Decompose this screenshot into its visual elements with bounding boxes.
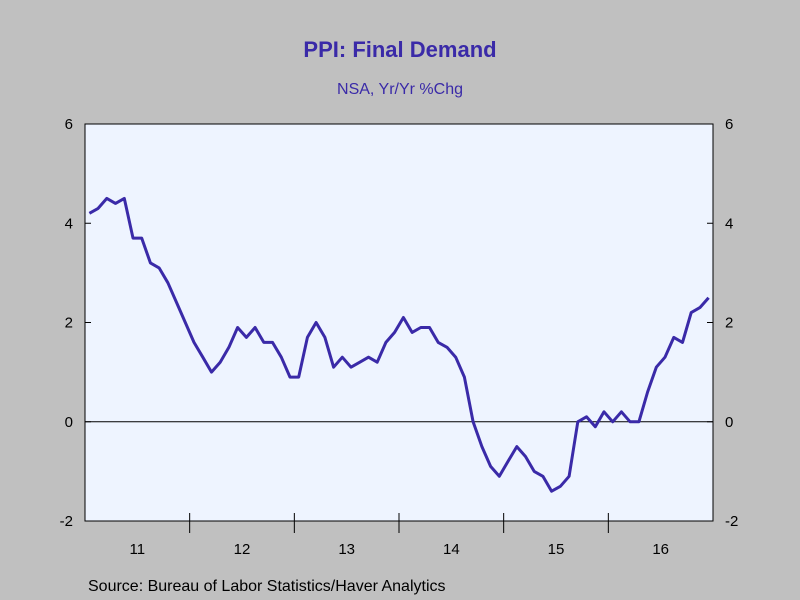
y-tick-label-right: 2: [725, 315, 733, 332]
x-tick-label: 12: [234, 541, 251, 558]
series-line: [88, 196, 710, 493]
y-tick-label-left: 0: [65, 414, 73, 431]
x-tick-label: 16: [652, 541, 669, 558]
x-tick-label: 13: [338, 541, 355, 558]
y-tick-label-left: 2: [65, 315, 73, 332]
y-tick-label-left: 4: [65, 215, 73, 232]
y-tick-label-left: -2: [60, 513, 73, 530]
y-tick-label-right: 6: [725, 116, 733, 133]
x-tick-label: 15: [548, 541, 565, 558]
y-tick-label-right: 0: [725, 414, 733, 431]
y-tick-label-right: 4: [725, 215, 733, 232]
chart-subtitle: NSA, Yr/Yr %Chg: [337, 81, 463, 98]
source-note: Source: Bureau of Labor Statistics/Haver…: [88, 578, 446, 595]
x-tick-label: 11: [130, 541, 146, 558]
y-tick-label-left: 6: [65, 116, 73, 133]
x-tick-label: 14: [443, 541, 460, 558]
chart-title: PPI: Final Demand: [303, 37, 497, 62]
y-tick-label-right: -2: [725, 513, 738, 530]
